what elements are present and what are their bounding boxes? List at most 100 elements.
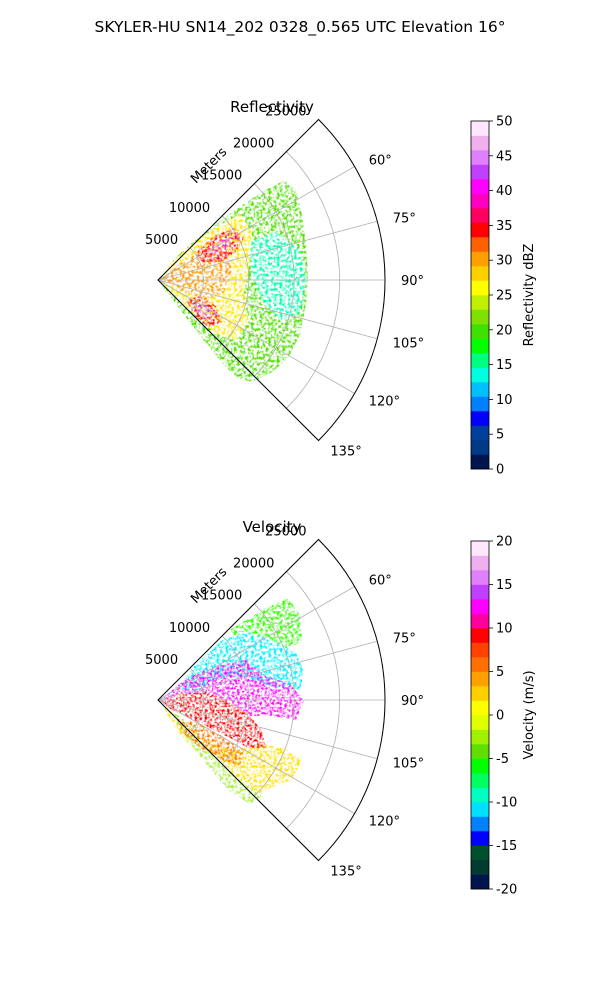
azimuth-gridline bbox=[157, 640, 378, 701]
colorbar-swatch bbox=[471, 150, 489, 165]
colorbar-swatch bbox=[471, 671, 489, 687]
colorbar-tick-label: 0 bbox=[496, 463, 504, 478]
colorbar-tick-label: 35 bbox=[496, 219, 513, 234]
range-tick-label: 15000 bbox=[201, 589, 242, 604]
range-tick-label: 20000 bbox=[233, 137, 274, 152]
colorbar-swatch bbox=[471, 179, 489, 194]
azimuth-tick-label: 90° bbox=[401, 694, 424, 709]
figure-title: SKYLER-HU SN14_202 0328_0.565 UTC Elevat… bbox=[95, 18, 506, 37]
colorbar-swatch bbox=[471, 874, 489, 890]
colorbar-tick-label: -5 bbox=[496, 752, 509, 767]
colorbar-tick-label: 25 bbox=[496, 289, 513, 304]
azimuth-gridline bbox=[157, 699, 355, 814]
colorbar-swatch bbox=[471, 425, 489, 441]
reflectivity-title: Reflectivity bbox=[230, 98, 314, 116]
colorbar-swatch bbox=[471, 208, 489, 223]
reflectivity-colorbar: 0 5 10 15 20 25 30 35 40 45 50 Reflectivity dBZ bbox=[470, 115, 537, 478]
azimuth-gridline bbox=[157, 166, 355, 281]
colorbar-label: Reflectivity dBZ bbox=[522, 244, 537, 347]
echo-magenta-lower bbox=[192, 302, 214, 320]
colorbar-swatch bbox=[471, 367, 489, 383]
range-tick-label: 15000 bbox=[201, 169, 242, 184]
colorbar-swatch bbox=[471, 802, 489, 817]
colorbar-swatch bbox=[471, 135, 489, 151]
azimuth-tick-label: 135° bbox=[330, 444, 361, 459]
colorbar-swatch bbox=[471, 295, 489, 310]
colorbar-tick-label: 40 bbox=[496, 184, 513, 199]
colorbar-tick-label: 15 bbox=[496, 578, 513, 593]
vel-red bbox=[160, 692, 266, 748]
range-tick-label: 25000 bbox=[265, 104, 306, 119]
colorbar-swatch bbox=[471, 613, 489, 629]
azimuth-gridline bbox=[157, 699, 378, 760]
colorbar-tick-label: 30 bbox=[496, 254, 513, 269]
colorbar-tick-label: 50 bbox=[496, 115, 513, 130]
range-tick-label: 10000 bbox=[169, 201, 210, 216]
colorbar-swatch bbox=[471, 628, 489, 643]
colorbar-swatch bbox=[471, 193, 489, 209]
colorbar-tick-label: 20 bbox=[496, 323, 513, 338]
azimuth-tick-label: 75° bbox=[393, 632, 416, 647]
colorbar-tick-label: 20 bbox=[496, 535, 513, 550]
range-tick-label: 10000 bbox=[169, 621, 210, 636]
colorbar-swatch bbox=[471, 382, 489, 397]
sector-border bbox=[157, 538, 386, 862]
colorbar-swatch bbox=[471, 266, 489, 281]
colorbar-swatch bbox=[471, 309, 489, 325]
velocity-colorbar: -20 -15 -10 -5 0 5 10 15 20 Velocity (m/s) bbox=[470, 535, 537, 898]
azimuth-tick-label: 90° bbox=[401, 274, 424, 289]
vel-orange bbox=[176, 718, 244, 766]
colorbar-swatch bbox=[471, 222, 489, 238]
reflectivity-panel: Reflectivity 500010000150002000025000Met… bbox=[145, 98, 537, 478]
colorbar-swatch bbox=[471, 816, 489, 832]
colorbar-swatch bbox=[471, 860, 489, 875]
velocity-title: Velocity bbox=[243, 518, 302, 536]
colorbar-swatch bbox=[471, 642, 489, 658]
azimuth-tick-label: 60° bbox=[369, 574, 392, 589]
colorbar-swatch bbox=[471, 454, 489, 470]
colorbar-swatch bbox=[471, 164, 489, 180]
colorbar-tick-label: 15 bbox=[496, 358, 513, 373]
colorbar-swatch bbox=[471, 831, 489, 846]
colorbar-swatch bbox=[471, 570, 489, 585]
azimuth-tick-label: 60° bbox=[369, 154, 392, 169]
colorbar-swatch bbox=[471, 121, 489, 136]
range-tick-label: 20000 bbox=[233, 557, 274, 572]
reflectivity-echo bbox=[158, 180, 308, 382]
echo-magenta-upper bbox=[206, 238, 232, 256]
azimuth-tick-label: 120° bbox=[369, 395, 400, 410]
colorbar-swatch bbox=[471, 251, 489, 267]
colorbar-swatch bbox=[471, 396, 489, 412]
colorbar-tick-label: 5 bbox=[496, 428, 504, 443]
colorbar-tick-label: 5 bbox=[496, 665, 504, 680]
colorbar-swatch bbox=[471, 845, 489, 861]
colorbar-swatch bbox=[471, 541, 489, 556]
colorbar-swatch bbox=[471, 599, 489, 614]
sector-border bbox=[157, 118, 386, 442]
colorbar-tick-label: -15 bbox=[496, 839, 517, 854]
colorbar-swatch bbox=[471, 773, 489, 788]
colorbar-swatch bbox=[471, 280, 489, 296]
azimuth-gridline bbox=[157, 279, 355, 394]
azimuth-tick-label: 75° bbox=[393, 212, 416, 227]
colorbar-swatch bbox=[471, 411, 489, 426]
colorbar-swatch bbox=[471, 440, 489, 455]
colorbar-tick-label: 0 bbox=[496, 709, 504, 724]
colorbar-swatch bbox=[471, 686, 489, 701]
colorbar-swatch bbox=[471, 555, 489, 571]
azimuth-tick-label: 105° bbox=[393, 756, 424, 771]
azimuth-tick-label: 105° bbox=[393, 336, 424, 351]
azimuth-gridline bbox=[157, 279, 378, 340]
colorbar-swatch bbox=[471, 353, 489, 368]
colorbar-swatch bbox=[471, 324, 489, 339]
colorbar-swatch bbox=[471, 715, 489, 730]
range-tick-label: 5000 bbox=[145, 233, 178, 248]
azimuth-gridline bbox=[157, 220, 378, 281]
colorbar-swatch bbox=[471, 729, 489, 745]
colorbar-tick-label: 45 bbox=[496, 149, 513, 164]
colorbar-swatch bbox=[471, 787, 489, 803]
colorbar-tick-label: 10 bbox=[496, 622, 513, 637]
range-tick-label: 5000 bbox=[145, 653, 178, 668]
